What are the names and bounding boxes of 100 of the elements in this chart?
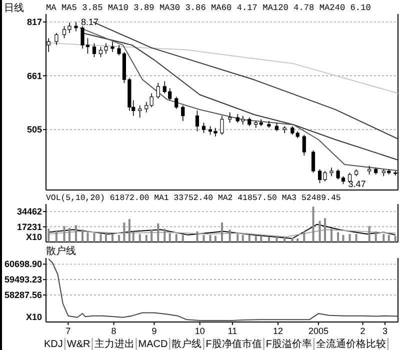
text: 主力进出 <box>94 338 134 350</box>
bar <box>68 228 70 242</box>
bar <box>145 234 148 242</box>
bar <box>93 233 96 242</box>
x-tick-label: 10 <box>194 326 205 336</box>
bar <box>63 226 66 242</box>
y-tick-label: 505 <box>26 124 42 135</box>
bar <box>242 234 244 242</box>
bar <box>168 233 171 242</box>
bar <box>111 234 114 242</box>
candlestick <box>156 82 160 99</box>
x-tick-label: 7 <box>66 326 71 336</box>
bar <box>82 230 84 242</box>
bar <box>138 234 141 242</box>
candlestick <box>228 112 232 124</box>
bar <box>164 228 166 242</box>
candlestick <box>302 134 306 156</box>
y-tick-label: 60698.90 <box>4 259 42 270</box>
bar <box>382 234 385 242</box>
y-tick-label: 58287.56 <box>4 290 42 300</box>
bar <box>388 234 390 242</box>
line-series <box>48 229 396 238</box>
bar <box>100 234 102 242</box>
bar <box>318 220 321 242</box>
bar <box>268 236 270 242</box>
bar <box>150 230 153 242</box>
chart-title: 散户线 <box>46 245 76 258</box>
candlestick <box>150 92 154 108</box>
bar <box>312 206 314 242</box>
text: X10 <box>26 312 42 322</box>
candlestick <box>174 96 178 110</box>
y-tick-label: 34462 <box>16 206 42 217</box>
candlestick <box>54 32 58 46</box>
bar <box>132 231 134 242</box>
bar <box>123 222 126 242</box>
bar <box>260 236 262 242</box>
text: W&R <box>66 339 90 350</box>
bar <box>202 234 205 242</box>
annotation: 8.17 <box>80 16 99 27</box>
x-tick-label: 2 <box>360 326 366 336</box>
candlestick <box>202 122 206 134</box>
annotation: 3.47 <box>348 179 366 190</box>
text: F股净值市值 <box>206 338 262 350</box>
bar <box>104 233 107 242</box>
y-tick-label: 17231 <box>16 222 42 232</box>
candlestick <box>220 115 224 136</box>
bar <box>228 230 231 242</box>
text: KDJ <box>44 339 63 350</box>
line-series <box>48 258 398 321</box>
x-tick-label: 3 <box>382 326 388 336</box>
x-tick-label: 9 <box>152 326 157 336</box>
bar <box>236 234 239 242</box>
chart-subtitle: MA MA5 3.85 MA10 3.89 MA30 3.86 MA60 4.17 MA120 4.78 MA240 6.10 <box>46 3 371 13</box>
candlestick <box>195 110 200 132</box>
bar <box>355 234 358 242</box>
x-tick-label: 8 <box>111 326 116 336</box>
bar <box>182 234 184 242</box>
bar <box>342 234 344 242</box>
candlestick <box>138 105 142 118</box>
bar <box>303 231 306 242</box>
line-series <box>48 42 398 94</box>
bar <box>86 232 89 242</box>
candlestick <box>144 102 148 113</box>
text: F股溢价率 <box>266 338 312 350</box>
text: 全流通价格比较 <box>316 338 386 350</box>
bar <box>368 226 370 242</box>
text: 散户线 <box>172 338 202 350</box>
bar <box>209 234 212 242</box>
bar <box>214 236 216 242</box>
bar <box>374 231 377 242</box>
bar <box>296 238 299 242</box>
bar <box>48 228 50 242</box>
bar <box>196 231 198 242</box>
bar <box>74 225 77 242</box>
x-tick-label: 2005 <box>308 326 328 336</box>
bar <box>276 236 278 242</box>
x-tick-label: 12 <box>273 326 284 336</box>
candlestick <box>92 42 96 58</box>
candlestick <box>74 22 78 32</box>
candlestick <box>311 150 316 174</box>
text: X10 <box>26 232 42 242</box>
bar <box>118 234 120 242</box>
chart-title: VOL(5,10,20) 61872.00 MA1 33752.40 MA2 41857.50 MA3 52489.45 <box>46 194 341 203</box>
bar <box>324 218 326 242</box>
y-tick-label: 817 <box>26 16 42 27</box>
y-tick-label: 661 <box>26 70 42 81</box>
bar <box>175 234 178 242</box>
bar <box>284 238 286 242</box>
y-tick-label: 59493.23 <box>4 274 42 285</box>
bar <box>55 230 58 242</box>
chart-title: 日线 <box>4 2 24 15</box>
bar <box>330 228 333 242</box>
text: MACD <box>138 339 168 350</box>
bar <box>337 232 340 242</box>
bar <box>348 234 351 242</box>
x-tick-label: 11 <box>228 326 238 336</box>
bar <box>221 222 223 242</box>
bar <box>394 236 396 242</box>
candlestick <box>181 105 185 122</box>
bar <box>291 238 294 242</box>
